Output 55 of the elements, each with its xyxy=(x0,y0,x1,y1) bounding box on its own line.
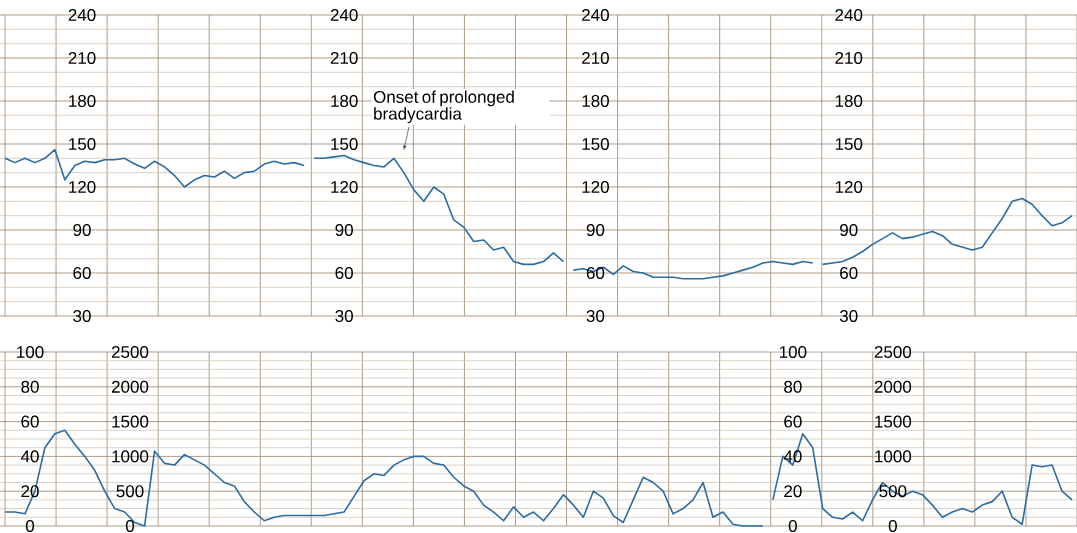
y-tick-label: 30 xyxy=(839,309,858,323)
y-tick-label: 90 xyxy=(840,223,858,237)
y-tick-label: 90 xyxy=(73,223,91,237)
y2-tick-label: 0 xyxy=(888,519,897,533)
y-tick-label: 180 xyxy=(582,94,609,108)
y-tick-label: 180 xyxy=(69,94,96,108)
y2-tick-label: 1500 xyxy=(875,415,912,428)
y-tick-label: 60 xyxy=(21,415,39,428)
y-tick-label: 20 xyxy=(784,485,802,498)
y-tick-label: 30 xyxy=(335,309,353,323)
y-tick-label: 150 xyxy=(331,137,358,151)
line-series xyxy=(313,154,565,266)
annotation: Onset of prolonged bradycardia xyxy=(373,90,514,124)
y-tick-label: 150 xyxy=(582,137,609,151)
y-tick-label: 0 xyxy=(25,519,35,533)
y-tick-label: 210 xyxy=(582,51,609,65)
y-tick-label: 150 xyxy=(835,137,863,151)
y-tick-label: 150 xyxy=(69,137,96,151)
y-tick-label: 90 xyxy=(586,223,605,237)
y2-tick-label: 0 xyxy=(125,519,135,533)
y-tick-label: 210 xyxy=(330,51,358,65)
y-tick-label: 100 xyxy=(17,345,44,359)
y-tick-label: 30 xyxy=(73,309,91,323)
y-tick-label: 90 xyxy=(335,223,353,237)
y2-tick-label: 1000 xyxy=(112,450,149,463)
y2-tick-label: 2500 xyxy=(874,345,912,359)
y-tick-label: 40 xyxy=(20,450,39,463)
y-tick-label: 240 xyxy=(835,8,863,22)
y-tick-label: 80 xyxy=(784,380,802,393)
y-tick-label: 60 xyxy=(335,266,353,280)
y-tick-label: 120 xyxy=(835,180,863,194)
y2-tick-label: 1500 xyxy=(112,415,149,428)
y2-tick-label: 2000 xyxy=(874,380,912,393)
y2-tick-label: 2000 xyxy=(111,380,149,393)
y-tick-label: 60 xyxy=(586,266,605,280)
y-tick-label: 0 xyxy=(788,519,797,533)
y-tick-label: 60 xyxy=(73,266,91,280)
y2-tick-label: 1000 xyxy=(875,450,912,463)
y-tick-label: 120 xyxy=(69,180,96,194)
y2-tick-label: 500 xyxy=(116,485,144,498)
y2-tick-label: 2500 xyxy=(111,345,149,359)
y-tick-label: 120 xyxy=(331,180,358,194)
y-tick-label: 30 xyxy=(586,309,605,323)
y-tick-label: 180 xyxy=(331,94,358,108)
y-tick-label: 60 xyxy=(784,415,802,428)
y-tick-label: 100 xyxy=(779,345,807,359)
y-tick-label: 240 xyxy=(582,8,609,22)
y-tick-label: 120 xyxy=(582,180,609,194)
y-tick-label: 60 xyxy=(840,266,858,280)
y-tick-label: 180 xyxy=(835,94,863,108)
y-tick-label: 210 xyxy=(68,51,96,65)
y-tick-label: 210 xyxy=(835,51,863,65)
y-tick-label: 240 xyxy=(68,8,96,22)
y-tick-label: 80 xyxy=(21,380,39,393)
y-tick-label: 240 xyxy=(330,8,358,22)
